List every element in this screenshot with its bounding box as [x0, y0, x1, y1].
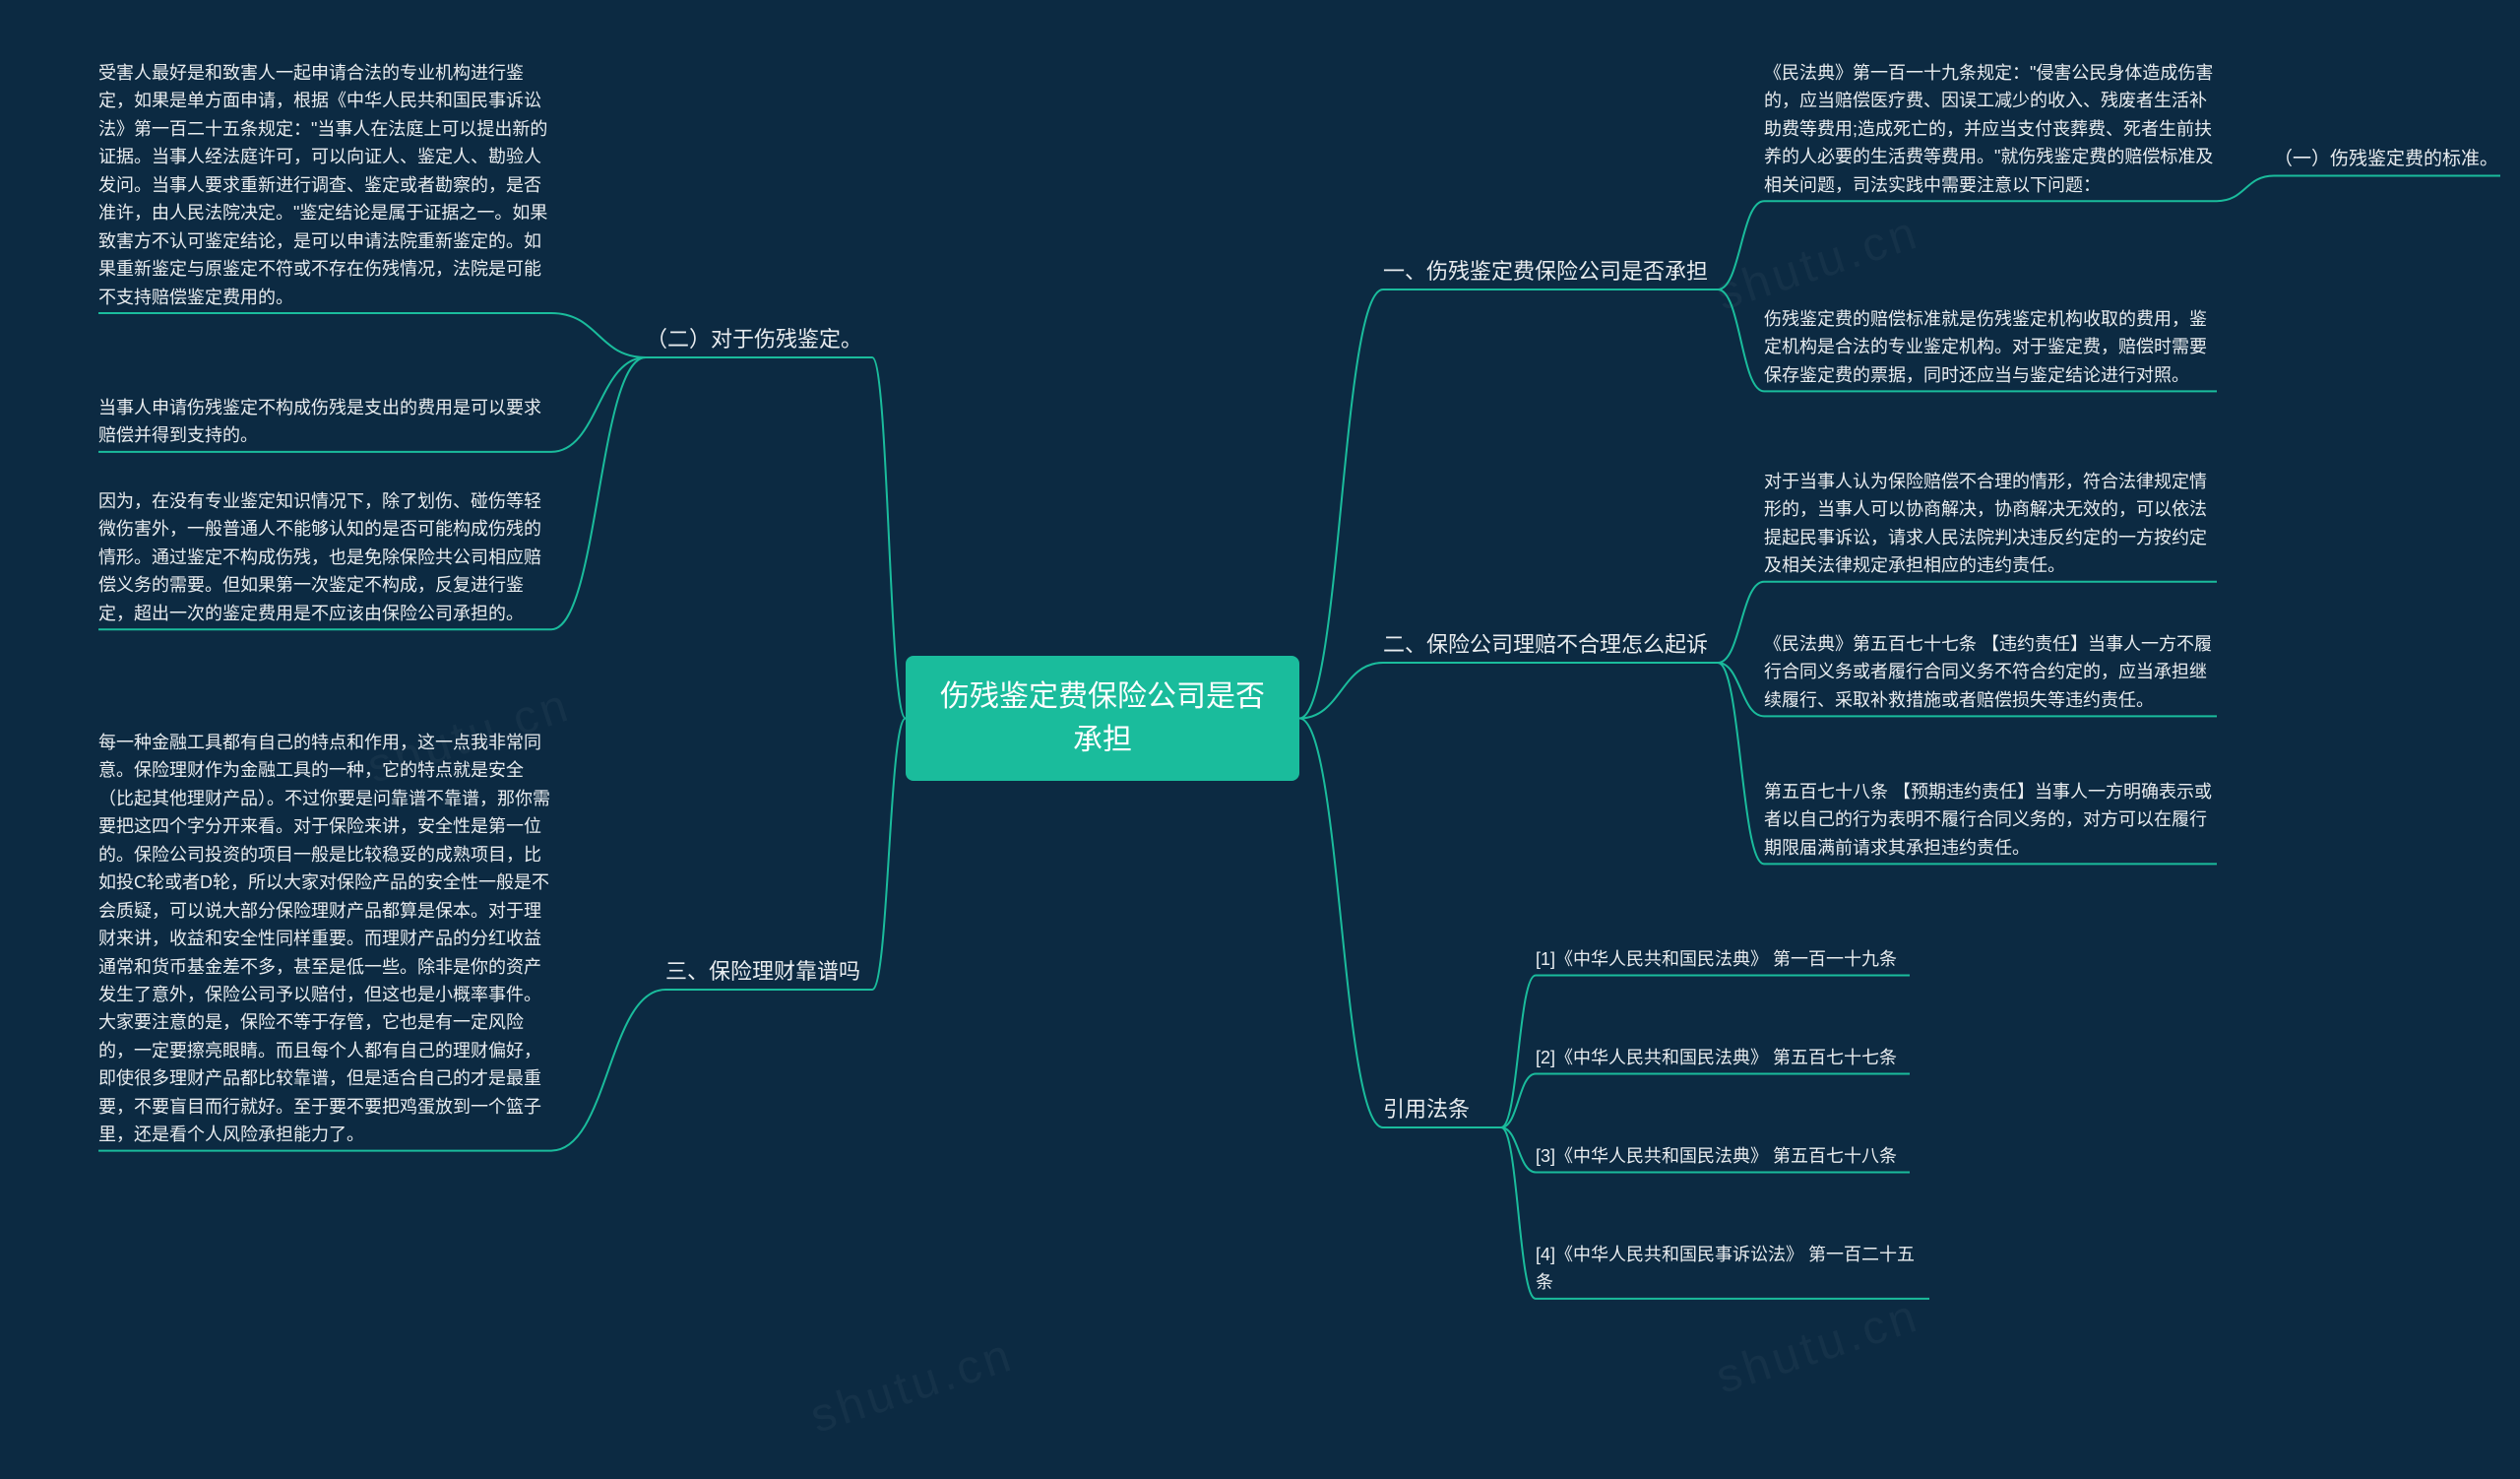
- leaf-r2c3: 第五百七十八条 【预期违约责任】当事人一方明确表示或者以自己的行为表明不履行合同…: [1764, 778, 2217, 862]
- leaf-l1c1: 受害人最好是和致害人一起申请合法的专业机构进行鉴定，如果是单方面申请，根据《中华…: [98, 59, 551, 311]
- leaf-r1c2: 伤残鉴定费的赔偿标准就是伤残鉴定机构收取的费用，鉴定机构是合法的专业鉴定机构。对…: [1764, 305, 2217, 389]
- leaf-l2c1: 每一种金融工具都有自己的特点和作用，这一点我非常同意。保险理财作为金融工具的一种…: [98, 729, 551, 1149]
- leaf-r3c3: [3]《中华人民共和国民法典》 第五百七十八条: [1536, 1142, 1910, 1170]
- branch-left-2: 三、保险理财靠谱吗: [665, 955, 872, 988]
- branch-right-1: 一、伤残鉴定费保险公司是否承担: [1383, 255, 1718, 288]
- center-topic: 伤残鉴定费保险公司是否承担: [906, 656, 1299, 781]
- leaf-r2c1: 对于当事人认为保险赔偿不合理的情形，符合法律规定情形的，当事人可以协商解决，协商…: [1764, 468, 2217, 580]
- leaf-r1c1: 《民法典》第一百一十九条规定："侵害公民身体造成伤害的，应当赔偿医疗费、因误工减…: [1764, 59, 2217, 199]
- leaf-r3c1: [1]《中华人民共和国民法典》 第一百一十九条: [1536, 945, 1910, 973]
- branch-right-3: 引用法条: [1383, 1093, 1501, 1125]
- branch-right-2: 二、保险公司理赔不合理怎么起诉: [1383, 628, 1718, 661]
- leaf-l1c3: 因为，在没有专业鉴定知识情况下，除了划伤、碰伤等轻微伤害外，一般普通人不能够认知…: [98, 487, 551, 627]
- branch-left-1: （二）对于伤残鉴定。: [646, 323, 872, 355]
- leaf-r1c1a: （一）伤残鉴定费的标准。: [2274, 146, 2500, 174]
- leaf-l1c2: 当事人申请伤残鉴定不构成伤残是支出的费用是可以要求赔偿并得到支持的。: [98, 394, 551, 450]
- leaf-r3c4: [4]《中华人民共和国民事诉讼法》 第一百二十五条: [1536, 1241, 1929, 1297]
- leaf-r3c2: [2]《中华人民共和国民法典》 第五百七十七条: [1536, 1044, 1910, 1071]
- leaf-r2c2: 《民法典》第五百七十七条 【违约责任】当事人一方不履行合同义务或者履行合同义务不…: [1764, 630, 2217, 714]
- center-topic-text: 伤残鉴定费保险公司是否承担: [940, 680, 1265, 756]
